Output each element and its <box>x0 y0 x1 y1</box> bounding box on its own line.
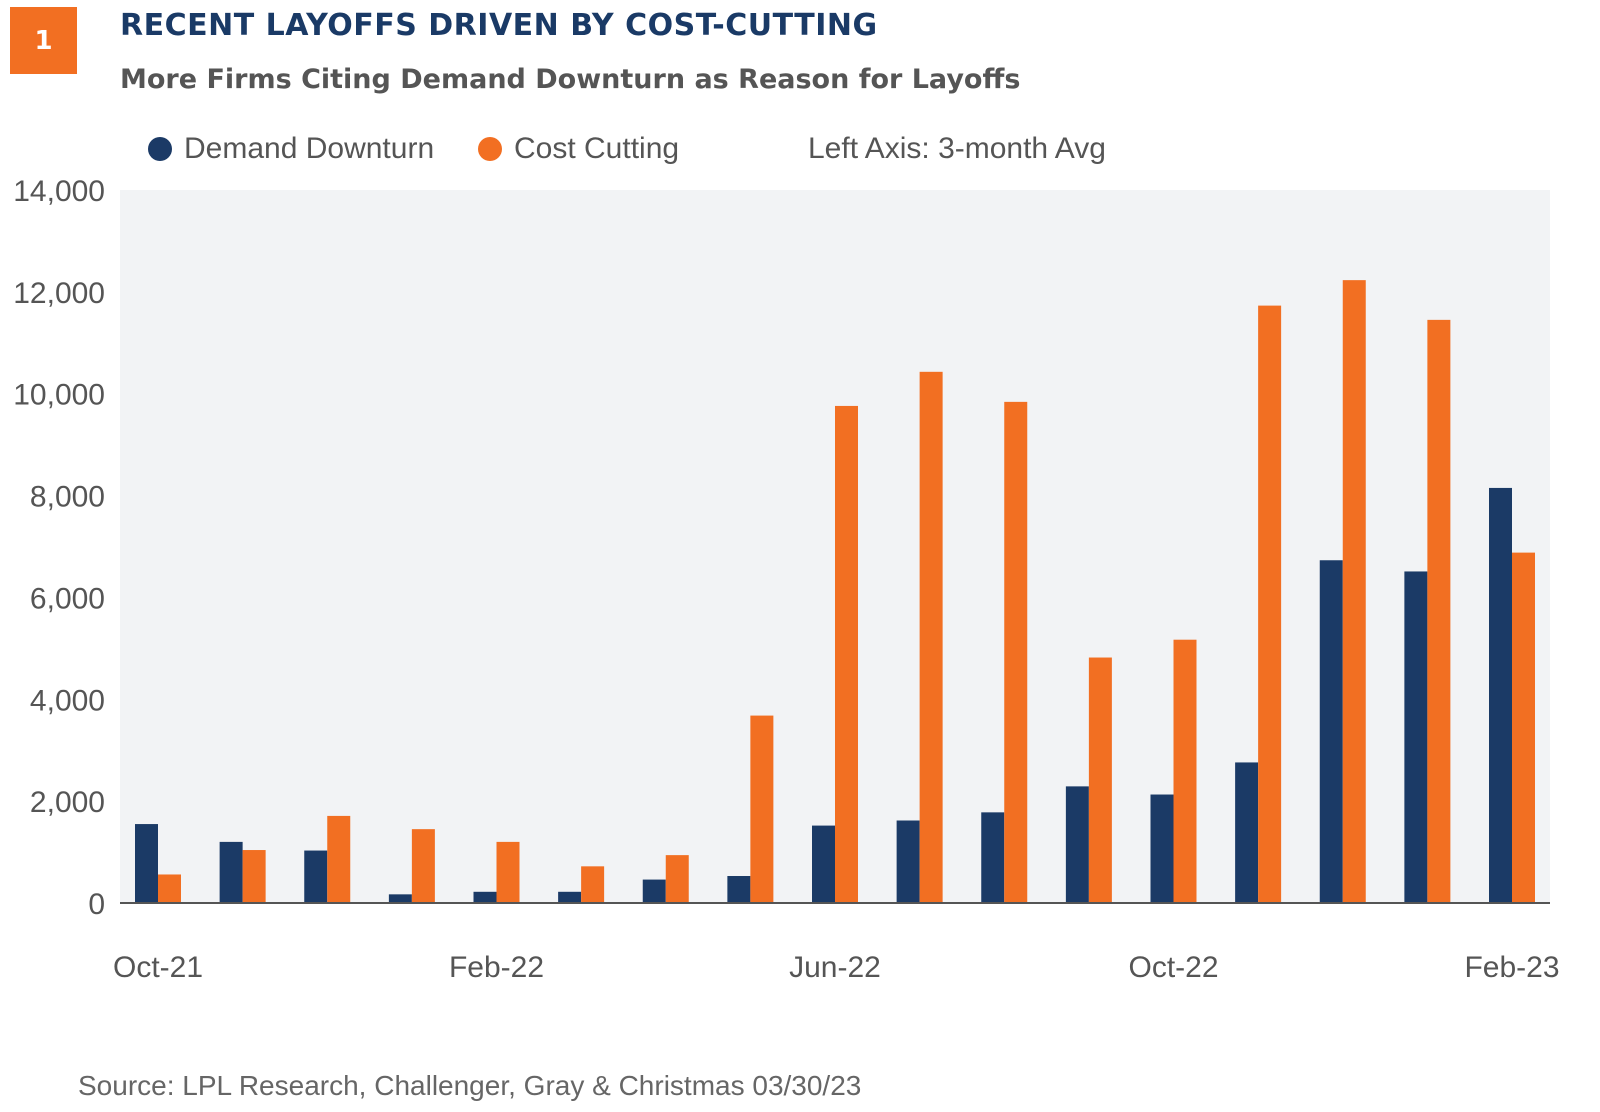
y-tick-label: 2,000 <box>30 786 105 819</box>
bar-demand-downturn <box>1319 560 1343 903</box>
bar-demand-downturn <box>1065 786 1089 903</box>
legend-dot-cost-icon <box>478 137 502 161</box>
y-tick-label: 8,000 <box>30 481 105 514</box>
bar-cost-cutting <box>1512 552 1535 903</box>
bar-cost-cutting <box>835 405 858 903</box>
y-tick-label: 10,000 <box>13 379 105 412</box>
bar-demand-downturn <box>812 825 835 903</box>
legend: Demand Downturn Cost Cutting Left Axis: … <box>0 132 1600 172</box>
bar-chart: 0 2,000 4,000 6,000 8,000 10,000 12,000 14,000 O… <box>13 180 1559 984</box>
x-tick-label: Feb-22 <box>449 951 544 984</box>
legend-label-cost: Cost Cutting <box>514 132 680 165</box>
bar-cost-cutting <box>411 829 435 903</box>
bar-demand-downturn <box>304 850 328 903</box>
bar-cost-cutting <box>1342 280 1366 903</box>
bar-cost-cutting <box>1004 401 1028 903</box>
bar-cost-cutting <box>496 841 520 903</box>
x-tick-label: Feb-23 <box>1464 951 1559 984</box>
bar-demand-downturn <box>1235 762 1259 903</box>
bar-demand-downturn <box>1489 487 1512 903</box>
bar-cost-cutting <box>581 866 605 903</box>
bar-cost-cutting <box>1088 657 1112 903</box>
x-tick-label: Jun-22 <box>789 951 881 984</box>
bar-demand-downturn <box>1404 571 1428 903</box>
bar-demand-downturn <box>642 879 666 903</box>
y-tick-label: 14,000 <box>13 180 105 208</box>
bar-cost-cutting <box>158 874 181 903</box>
legend-item-cost: Cost Cutting <box>478 132 679 166</box>
bar-demand-downturn <box>1150 794 1174 903</box>
source-note: Source: LPL Research, Challenger, Gray &… <box>78 1070 862 1101</box>
chart-subtitle: More Firms Citing Demand Downturn as Rea… <box>120 64 1021 95</box>
bar-demand-downturn <box>896 820 920 903</box>
bar-demand-downturn <box>558 891 582 903</box>
bar-demand-downturn <box>981 812 1005 903</box>
y-tick-label: 6,000 <box>30 582 105 615</box>
bar-demand-downturn <box>219 841 243 903</box>
bar-demand-downturn <box>473 891 497 903</box>
legend-label-demand: Demand Downturn <box>184 132 435 165</box>
bar-cost-cutting <box>919 371 943 903</box>
bar-cost-cutting <box>1258 305 1282 903</box>
figure-number-badge: 1 <box>10 7 77 74</box>
bar-cost-cutting <box>242 850 266 903</box>
bar-cost-cutting <box>327 815 351 903</box>
y-tick-label: 0 <box>88 888 105 921</box>
bar-cost-cutting <box>665 855 689 903</box>
legend-axis-note: Left Axis: 3-month Avg <box>808 132 1106 165</box>
y-tick-label: 12,000 <box>13 277 105 310</box>
legend-item-demand: Demand Downturn <box>148 132 434 166</box>
y-tick-label: 4,000 <box>30 684 105 717</box>
legend-dot-demand-icon <box>148 137 172 161</box>
chart-title: RECENT LAYOFFS DRIVEN BY COST-CUTTING <box>120 8 878 43</box>
bar-cost-cutting <box>750 715 774 903</box>
bar-cost-cutting <box>1173 639 1197 903</box>
x-tick-label: Oct-21 <box>113 951 203 984</box>
bar-demand-downturn <box>727 876 751 903</box>
bar-cost-cutting <box>1427 319 1451 903</box>
bar-demand-downturn <box>135 824 158 903</box>
bar-demand-downturn <box>388 894 412 903</box>
x-tick-label: Oct-22 <box>1128 951 1218 984</box>
